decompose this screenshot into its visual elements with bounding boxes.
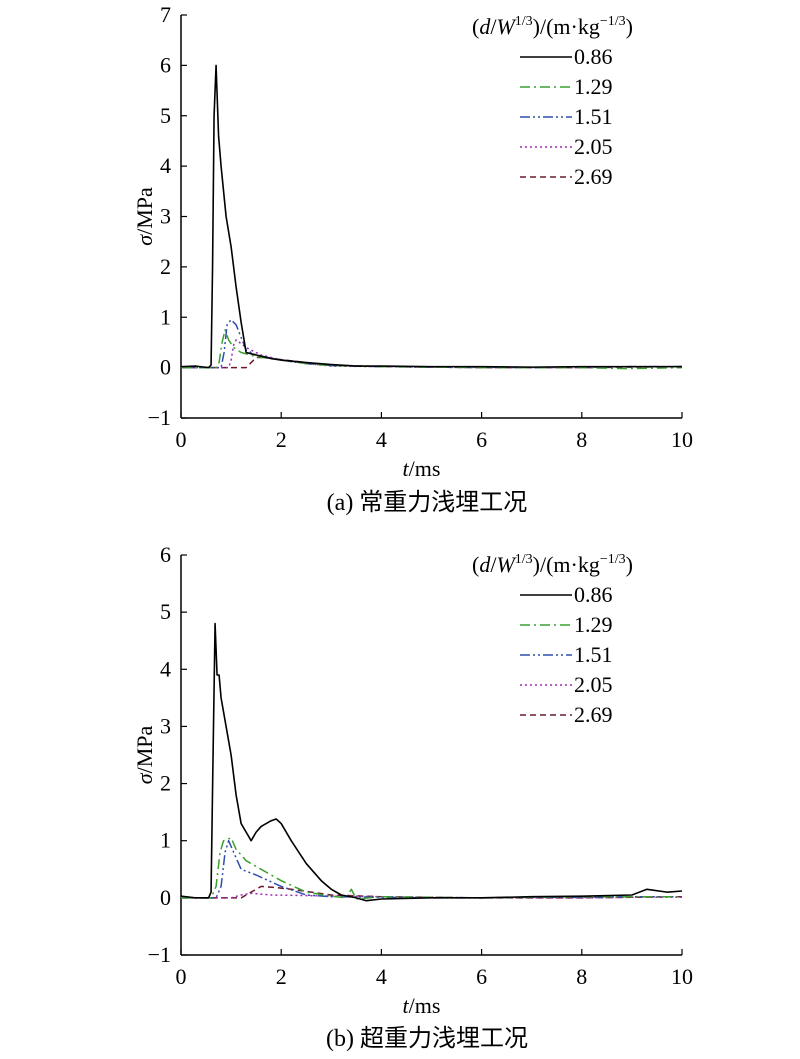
legend-entry-label: 0.86 <box>574 582 613 607</box>
x-tick-label: 6 <box>476 964 487 989</box>
series-line-2-69 <box>181 885 683 899</box>
legend-title: (d/W1/3)/(m·kg−1/3) <box>472 14 633 39</box>
series-line-1-51 <box>181 839 682 899</box>
series-line-1-29 <box>181 837 682 900</box>
legend-entry-label: 1.29 <box>574 74 613 99</box>
x-tick-label: 6 <box>476 427 487 452</box>
y-tick-label: 4 <box>160 656 171 681</box>
legend: (d/W1/3)/(m·kg−1/3) 0.86 1.29 1.51 2.05 2.69 <box>472 14 633 189</box>
legend-entry-label: 2.05 <box>574 672 613 697</box>
series-line-1-29 <box>181 329 683 370</box>
y-tick-label: 3 <box>160 204 171 229</box>
series-line-1-51 <box>181 319 682 369</box>
x-tick-label: 4 <box>376 964 387 989</box>
y-tick-label: 3 <box>160 713 171 738</box>
legend-entry-label: 0.86 <box>574 44 613 69</box>
y-tick-label: 2 <box>160 254 171 279</box>
y-tick-label: 1 <box>160 304 171 329</box>
y-tick-label: 6 <box>160 542 171 567</box>
legend-entry-label: 2.69 <box>574 164 613 189</box>
y-tick-label: 4 <box>160 153 171 178</box>
y-axis-label: σ/MPa <box>132 726 157 785</box>
y-tick-label: 0 <box>160 885 171 910</box>
x-tick-label: 4 <box>376 427 387 452</box>
y-tick-label: 7 <box>160 2 171 27</box>
y-tick-label: −1 <box>148 405 171 430</box>
x-tick-label: 8 <box>576 427 587 452</box>
legend: (d/W1/3)/(m·kg−1/3) 0.86 1.29 1.51 2.05 2.69 <box>472 552 633 727</box>
y-tick-label: 5 <box>160 103 171 128</box>
legend-entry-label: 1.51 <box>574 642 613 667</box>
x-axis-label: t/ms <box>403 993 441 1018</box>
x-tick-label: 10 <box>671 964 693 989</box>
y-axis-label: σ/MPa <box>132 187 157 246</box>
y-tick-label: 2 <box>160 771 171 796</box>
x-tick-label: 0 <box>176 427 187 452</box>
legend-title: (d/W1/3)/(m·kg−1/3) <box>472 552 633 577</box>
series-line-2-05 <box>181 892 682 899</box>
y-tick-label: 0 <box>160 355 171 380</box>
y-tick-label: 6 <box>160 52 171 77</box>
figure-caption: (a) 常重力浅埋工况 <box>327 489 528 516</box>
legend-entry-label: 2.69 <box>574 702 613 727</box>
x-tick-label: 2 <box>276 964 287 989</box>
x-tick-label: 8 <box>576 964 587 989</box>
legend-entry-label: 2.05 <box>574 134 613 159</box>
y-tick-label: 5 <box>160 599 171 624</box>
figure-caption: (b) 超重力浅埋工况 <box>326 1025 528 1052</box>
x-tick-label: 2 <box>276 427 287 452</box>
legend-entry-label: 1.51 <box>574 104 613 129</box>
x-tick-label: 10 <box>671 427 693 452</box>
legend-entry-label: 1.29 <box>574 612 613 637</box>
x-axis-label: t/ms <box>403 456 441 481</box>
series-line-2-05 <box>181 339 682 369</box>
x-tick-label: 0 <box>176 964 187 989</box>
y-tick-label: −1 <box>148 942 171 967</box>
y-tick-label: 1 <box>160 828 171 853</box>
series-line-0-86 <box>180 64 682 369</box>
series-line-0-86 <box>180 622 683 902</box>
